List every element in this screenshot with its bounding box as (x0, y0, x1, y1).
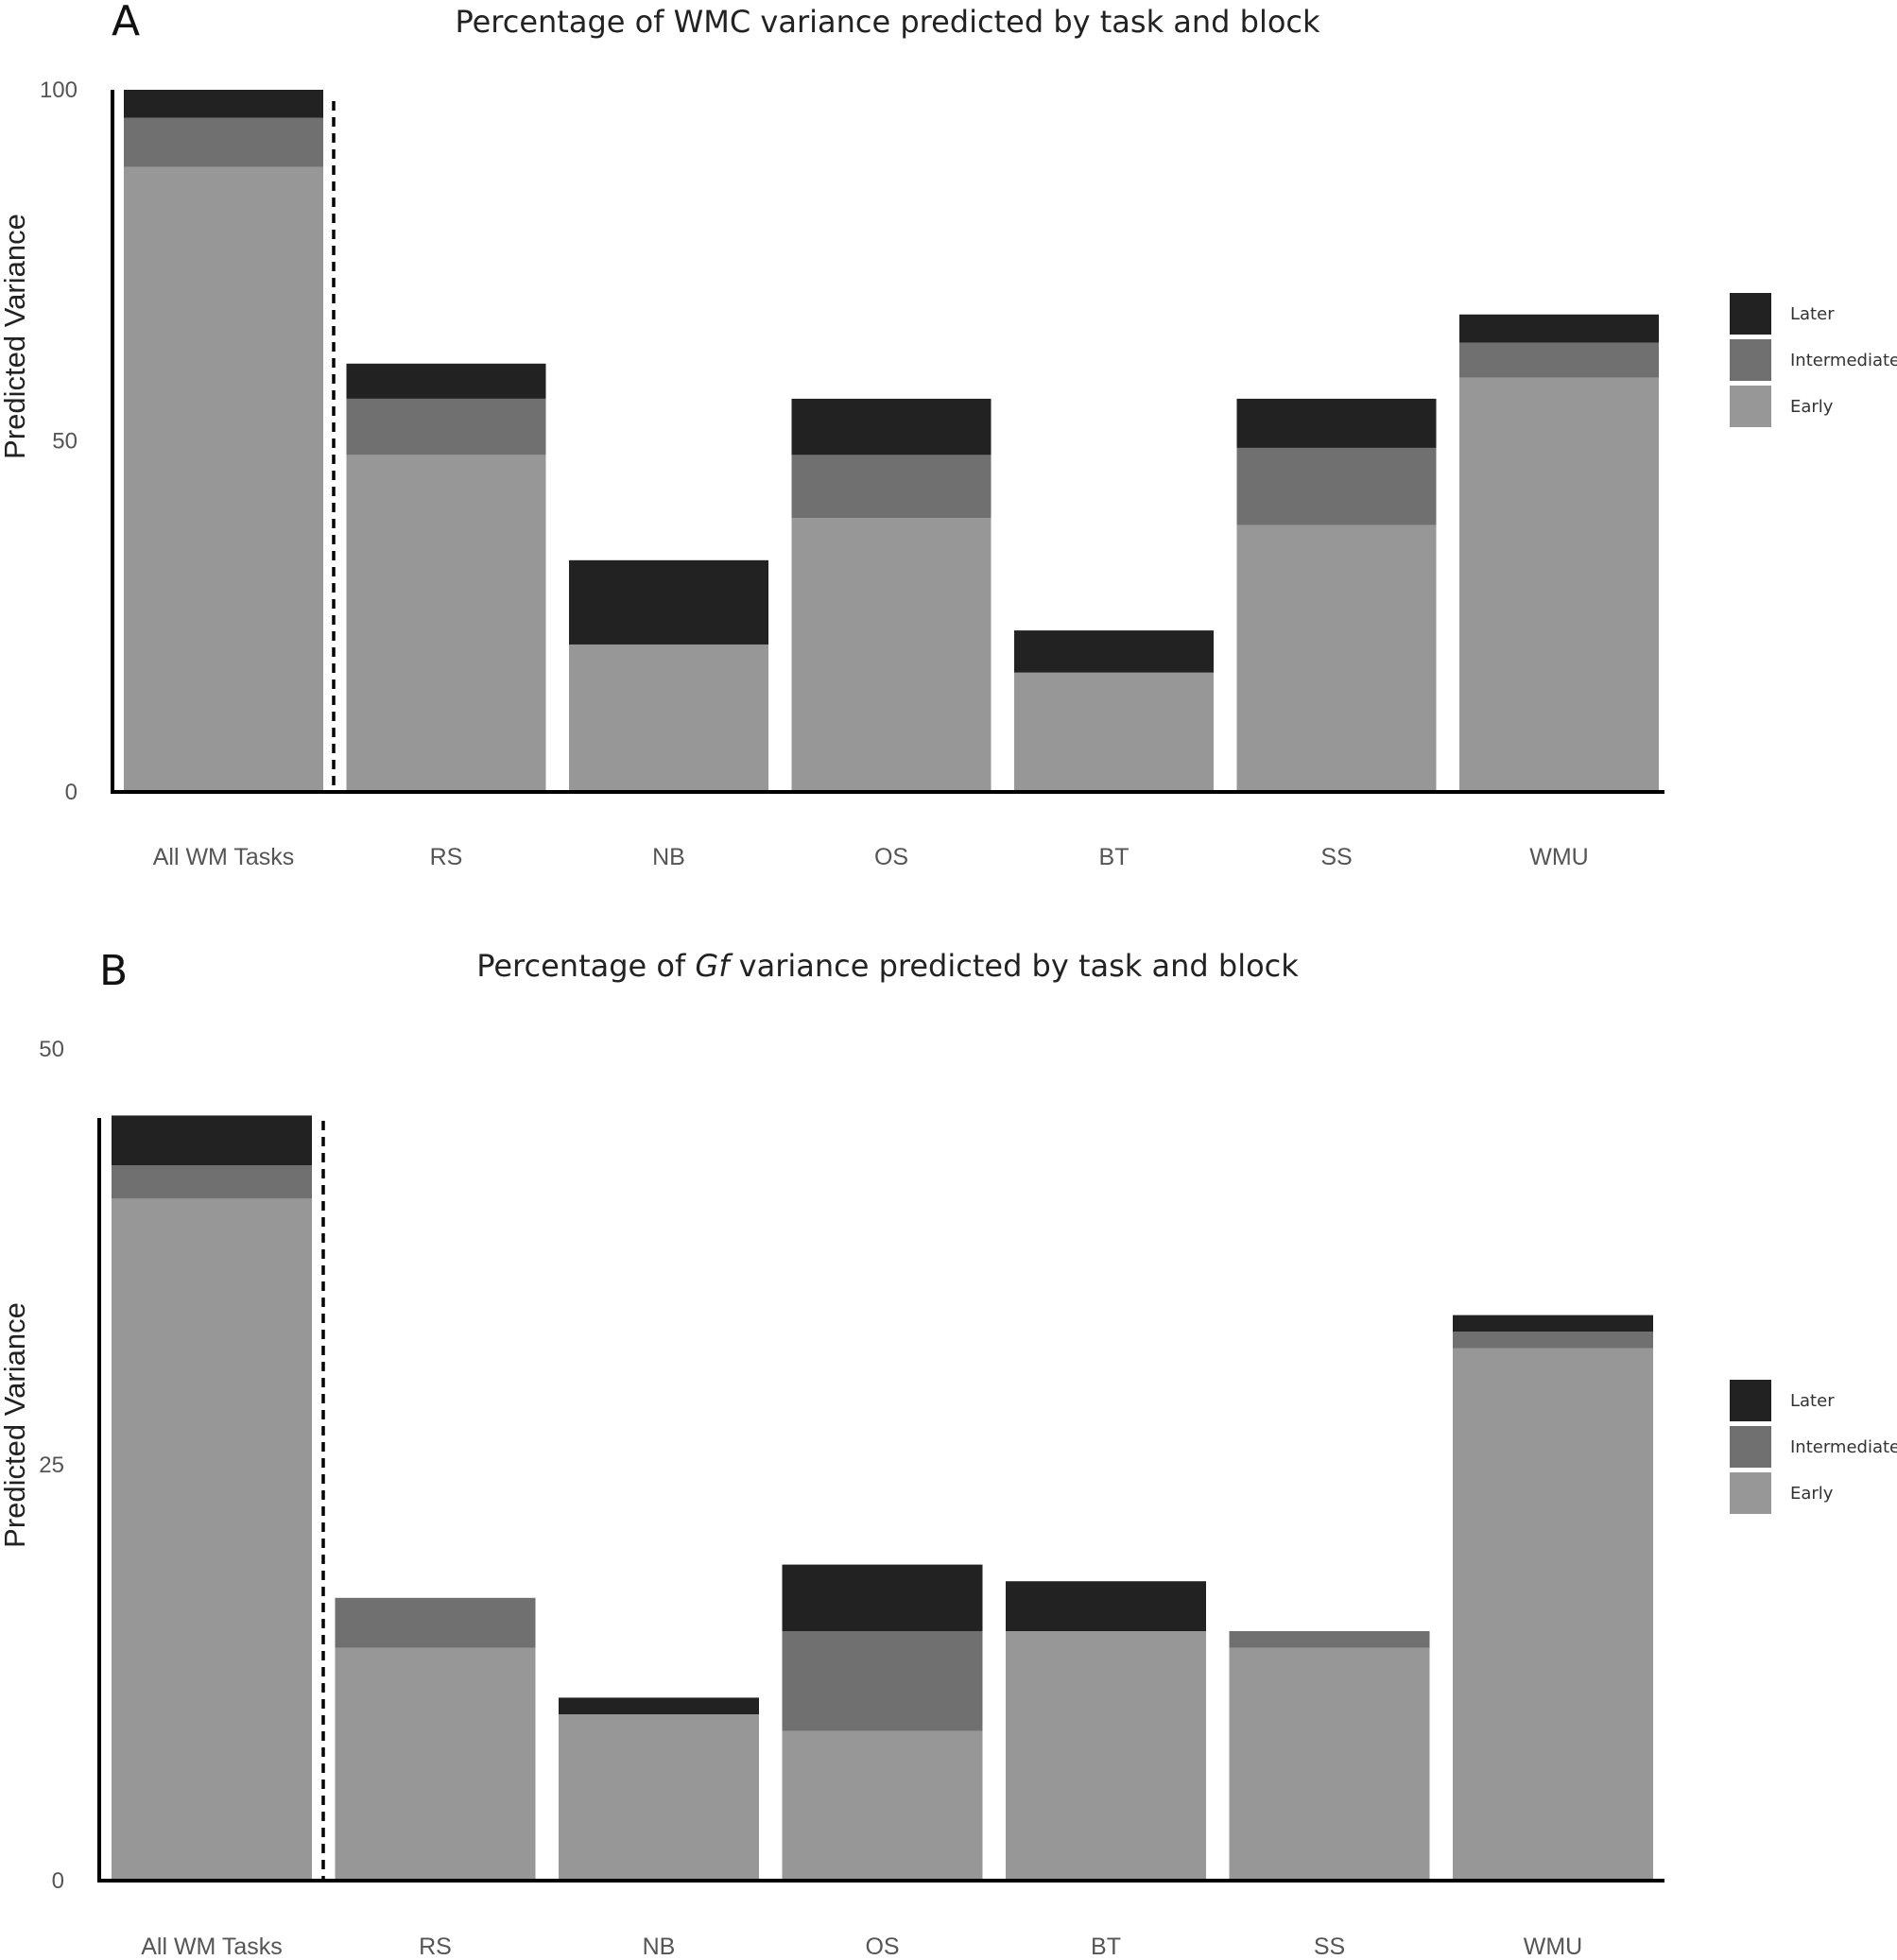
panel-b-bar-rs-early (335, 1647, 536, 1881)
panel-b-bar-wmu-intermediate (1453, 1332, 1653, 1349)
panel-a-bar-os-later (791, 398, 992, 456)
panel-a-bar-nb-early (569, 644, 768, 792)
panel-a-bar-all-wm-tasks-later (124, 90, 323, 118)
panel-a-legend-swatch-early (1730, 386, 1771, 427)
panel-b-bars (112, 1115, 1653, 1881)
panel-a-legend-swatch-intermediate (1730, 339, 1771, 381)
panel-a-legend-label-intermediate: Intermediate (1790, 351, 1897, 370)
panel-b-y-axis-title: Predicted Variance (0, 1302, 31, 1548)
panel-a-y-tick-label-100: 100 (40, 77, 78, 103)
panel-b-x-label-rs: RS (419, 1934, 452, 1960)
panel-a-bar-os-intermediate (791, 455, 992, 519)
panel-a-legend-label-early: Early (1790, 397, 1834, 417)
panel-b-title-gf: Gf (695, 948, 733, 984)
panel-b-bar-bt-later (1006, 1581, 1206, 1631)
panel-a-y-ticks: 0 50 100 (40, 77, 78, 805)
panel-a-y-tick-label-50: 50 (52, 429, 78, 455)
panel-b-x-label-wmu: WMU (1524, 1934, 1582, 1960)
panel-a-bar-os-early (791, 518, 992, 792)
panel-a-letter: A (112, 0, 140, 45)
panel-a-bar-bt-later (1014, 630, 1214, 673)
panel-a-bar-rs-early (346, 455, 546, 792)
panel-b-x-label-ss: SS (1314, 1934, 1345, 1960)
panel-a-y-tick-label-0: 0 (65, 780, 78, 805)
panel-b-title-prefix: Percentage of (476, 948, 695, 984)
panel-a-x-label-nb: NB (652, 844, 685, 870)
panel-b-x-labels: All WM Tasks RS NB OS BT SS WMU (141, 1934, 1582, 1960)
panel-b-x-label-os: OS (865, 1934, 899, 1960)
panel-a-bar-nb-later (569, 559, 768, 645)
panel-b-title-suffix: variance predicted by task and block (729, 948, 1299, 984)
panel-a-x-label-bt: BT (1099, 844, 1130, 870)
panel-a-x-label-rs: RS (430, 844, 463, 870)
panel-b-y-tick-label-0: 0 (52, 1868, 64, 1894)
panel-b-bar-all-wm-tasks-early (112, 1198, 312, 1881)
panel-b-x-label-bt: BT (1091, 1934, 1121, 1960)
panel-a-bar-bt-early (1014, 672, 1214, 792)
panel-b-letter: B (99, 947, 128, 995)
panel-b-bar-bt-early (1006, 1631, 1206, 1881)
panel-b-y-tick-label-25: 25 (39, 1453, 64, 1478)
panel-b-legend-swatch-intermediate (1730, 1426, 1771, 1468)
panel-b-bar-os-early (782, 1730, 983, 1881)
panel-a-bar-ss-later (1236, 398, 1437, 448)
panel-b-x-label-all-wm-tasks: All WM Tasks (141, 1934, 283, 1960)
panel-b-bar-os-later (782, 1564, 983, 1631)
panel-b-y-ticks: 0 25 50 (39, 1037, 64, 1894)
panel-a-bars (124, 90, 1659, 793)
panel-a: A Percentage of WMC variance predicted b… (0, 0, 1897, 870)
panel-a-bar-rs-intermediate (346, 398, 546, 456)
panel-a-x-label-ss: SS (1320, 844, 1352, 870)
panel-a-bar-wmu-early (1459, 377, 1659, 792)
panel-a-x-label-os: OS (874, 844, 908, 870)
panel-a-x-label-wmu: WMU (1529, 844, 1588, 870)
panel-b-legend-swatch-later (1730, 1380, 1771, 1421)
panel-a-bar-ss-early (1236, 524, 1437, 792)
panel-a-x-labels: All WM Tasks RS NB OS BT SS WMU (153, 844, 1589, 870)
panel-b-bar-nb-later (559, 1697, 759, 1714)
panel-b-bar-wmu-later (1453, 1315, 1653, 1332)
panel-a-bar-all-wm-tasks-intermediate (124, 117, 323, 167)
panel-b: B Percentage of Gf variance predicted by… (0, 947, 1897, 1960)
panel-a-bar-rs-later (346, 363, 546, 399)
panel-b-bar-wmu-early (1453, 1348, 1653, 1881)
panel-b-bar-nb-early (559, 1714, 759, 1881)
panel-a-x-label-all-wm-tasks: All WM Tasks (153, 844, 295, 870)
panel-b-legend-label-later: Later (1790, 1391, 1835, 1411)
panel-b-bar-all-wm-tasks-intermediate (112, 1165, 312, 1199)
panel-b-bar-ss-early (1229, 1647, 1430, 1881)
panel-b-x-label-nb: NB (643, 1934, 676, 1960)
panel-b-legend-label-intermediate: Intermediate (1790, 1437, 1897, 1457)
panel-a-legend: Later Intermediate Early (1730, 293, 1897, 427)
panel-a-bar-wmu-later (1459, 314, 1659, 343)
panel-a-bar-ss-intermediate (1236, 447, 1437, 525)
panel-a-y-axis-title: Predicted Variance (0, 214, 31, 459)
panel-b-legend-label-early: Early (1790, 1484, 1834, 1504)
panel-b-title: Percentage of Gf variance predicted by t… (476, 948, 1299, 984)
panel-b-legend-swatch-early (1730, 1472, 1771, 1514)
panel-b-legend: Later Intermediate Early (1730, 1380, 1897, 1514)
panel-b-bar-os-intermediate (782, 1631, 983, 1731)
panel-b-bar-ss-intermediate (1229, 1631, 1430, 1648)
panel-a-bar-wmu-intermediate (1459, 342, 1659, 378)
panel-b-y-tick-label-50: 50 (39, 1037, 64, 1062)
panel-a-legend-label-later: Later (1790, 304, 1835, 324)
panel-b-bar-rs-intermediate (335, 1597, 536, 1648)
panel-a-legend-swatch-later (1730, 293, 1771, 335)
panel-a-bar-all-wm-tasks-early (124, 166, 323, 793)
panel-b-bar-all-wm-tasks-later (112, 1115, 312, 1166)
panel-a-title: Percentage of WMC variance predicted by … (455, 4, 1320, 40)
